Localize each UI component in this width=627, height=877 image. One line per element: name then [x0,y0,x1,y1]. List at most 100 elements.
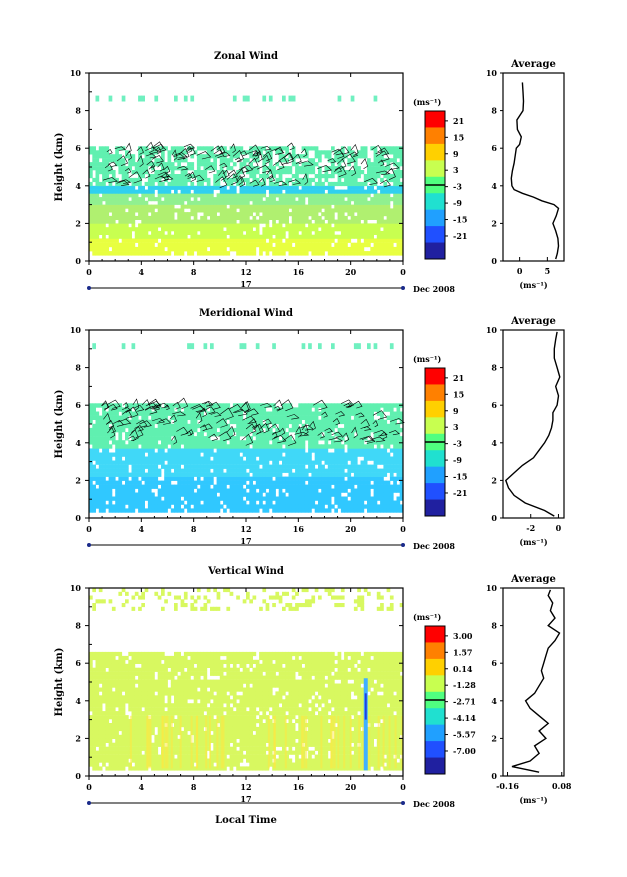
heatmap-cell [226,166,230,170]
heatmap-cell [302,465,306,469]
heatmap-cell [279,469,283,473]
heatmap-cell [236,216,240,220]
heatmap-cell [168,412,172,416]
heatmap-cell [393,412,397,416]
heatmap-cell [383,428,387,432]
heatmap-cell [361,508,365,512]
heatmap-cell [308,420,312,424]
heatmap-cell [361,497,365,501]
heatmap-cell [177,436,181,440]
heatmap-cell [266,477,270,481]
heatmap-cell [220,247,224,252]
heatmap-cell [370,190,374,194]
heatmap-cell [325,197,329,201]
heatmap-cell [325,453,329,457]
heatmap-cell [226,216,230,220]
heatmap-cell [328,416,332,420]
heatmap-cell [269,504,273,508]
heatmap-cell [364,481,368,485]
heatmap-cell [380,154,384,158]
heatmap-cell [174,485,178,489]
heatmap-cell [367,489,371,493]
heatmap-cell [184,457,188,461]
heatmap-cell [357,166,361,170]
heatmap-cell [240,493,244,497]
y-tick-label: 8 [75,106,81,116]
heatmap-cell [249,481,253,485]
heatmap-cell [315,461,319,465]
heatmap-cell [282,448,286,452]
heatmap-cell [187,508,191,512]
heatmap-cell [361,504,365,508]
heatmap-cell [213,420,217,424]
heatmap-cell [220,440,224,444]
heatmap-cell [187,473,191,477]
heatmap-cell [289,201,293,205]
average-y-tick-label: 0 [491,256,497,266]
heatmap-cell [200,481,204,485]
heatmap-cell [197,243,201,248]
heatmap-cell [249,205,253,209]
heatmap-cell [158,444,162,448]
heatmap-cell [154,436,158,440]
heatmap-cell [115,251,119,256]
heatmap-cell [168,162,172,166]
heatmap-cell [112,497,116,501]
heatmap-cell [364,453,368,457]
heatmap-cell [233,205,237,209]
heatmap-cell [266,493,270,497]
heatmap-cell [387,465,391,469]
heatmap-cell [367,477,371,481]
heatmap-cell [338,212,342,216]
heatmap-cell [256,212,260,216]
heatmap-cell [285,216,289,220]
heatmap-cell [217,223,221,227]
heatmap-cell [92,489,96,493]
heatmap-cell [158,231,162,235]
heatmap-cell [259,436,263,440]
heatmap-cell [279,473,283,477]
heatmap-cell [184,186,188,190]
heatmap-cell [259,501,263,505]
heatmap-cell [190,465,194,469]
heatmap-cell [171,485,175,489]
heatmap-cell [328,182,332,186]
heatmap-cell [168,223,172,227]
heatmap-cell [236,473,240,477]
heatmap-cell [145,436,149,440]
heatmap-cell [161,243,165,248]
heatmap-cell [361,201,365,205]
heatmap-cell [177,508,181,512]
heatmap-cell [187,424,191,428]
heatmap-cell [387,166,391,170]
heatmap-cell [298,420,302,424]
heatmap-cell [210,227,214,231]
heatmap-cell [194,227,198,231]
heatmap-cell [236,497,240,501]
heatmap-cell [357,420,361,424]
heatmap-cell [328,444,332,448]
heatmap-cell [236,227,240,231]
heatmap-cell [181,227,185,231]
heatmap-cell [236,493,240,497]
heatmap-cell [213,158,217,162]
heatmap-cell [380,477,384,481]
heatmap-cell [347,481,351,485]
heatmap-cell [204,216,208,220]
heatmap-cell [99,508,103,512]
y-tick-label: 6 [75,400,81,410]
heatmap-cell [387,457,391,461]
heatmap-cell [112,197,116,201]
heatmap-cell [92,162,96,166]
heatmap-cell [334,457,338,461]
heatmap-cell [318,481,322,485]
heatmap-cell [190,231,194,235]
heatmap-cell [226,403,230,407]
heatmap-cell [367,497,371,501]
heatmap-cell [305,190,309,194]
heatmap-cell [187,227,191,231]
heatmap-cell [207,461,211,465]
colorbar-swatch [425,111,445,128]
heatmap-cell [269,416,273,420]
heatmap-cell [158,243,162,248]
